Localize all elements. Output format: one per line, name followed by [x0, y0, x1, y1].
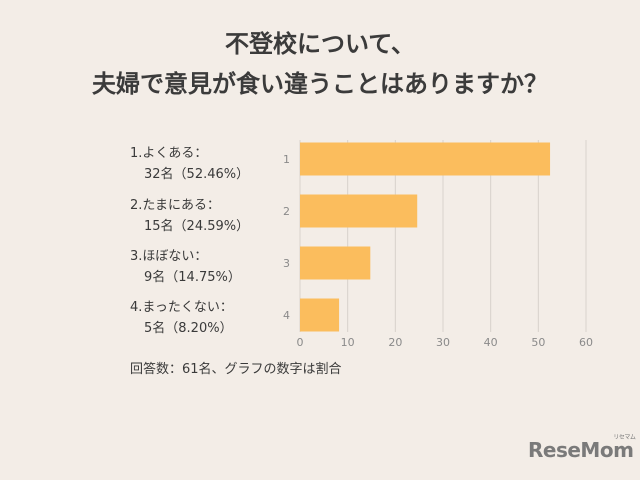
bar-1	[300, 142, 551, 176]
bar-2	[300, 194, 418, 228]
title-line-2: 夫婦で意見が食い違うことはありますか？	[92, 70, 548, 98]
category-label-4: 4.まったくない： 5名（8.20%）	[130, 297, 290, 339]
category-label-4-name: 4.まったくない：	[130, 300, 233, 315]
x-tick-label-50: 50	[531, 336, 545, 349]
category-label-3: 3.ほぼない： 9名（14.75%）	[130, 246, 290, 288]
y-tick-label-2: 2	[283, 205, 290, 218]
x-tick-label-30: 30	[436, 336, 450, 349]
category-label-3-count: 9名（14.75%）	[144, 270, 241, 285]
x-tick-label-60: 60	[579, 336, 593, 349]
category-label-1-count: 32名（52.46%）	[144, 167, 250, 182]
x-tick-label-10: 10	[341, 336, 355, 349]
resemom-logo: ReseMom リセマム	[528, 434, 636, 462]
y-tick-label-3: 3	[283, 257, 290, 270]
x-tick-labels: 0 10 20 30 40 50 60	[297, 336, 594, 349]
y-tick-label-4: 4	[283, 309, 290, 322]
x-tick-label-20: 20	[388, 336, 402, 349]
x-tick-label-0: 0	[297, 336, 304, 349]
bar-3	[300, 246, 371, 280]
category-label-2-count: 15名（24.59%）	[144, 219, 250, 234]
bars	[300, 142, 551, 332]
category-label-1: 1.よくある： 32名（52.46%）	[130, 143, 290, 185]
title-line-1: 不登校について、	[224, 30, 416, 58]
chart-title: 不登校について、 夫婦で意見が食い違うことはありますか？	[0, 24, 640, 104]
footnote: 回答数：61名、グラフの数字は割合	[130, 362, 342, 377]
category-label-4-count: 5名（8.20%）	[144, 321, 233, 336]
category-label-2: 2.たまにある： 15名（24.59%）	[130, 195, 290, 237]
category-label-3-name: 3.ほぼない：	[130, 249, 208, 264]
logo-text: ReseMom	[528, 438, 634, 462]
category-label-2-name: 2.たまにある：	[130, 198, 221, 213]
y-tick-labels: 1 2 3 4	[283, 153, 290, 322]
x-tick-label-40: 40	[484, 336, 498, 349]
logo-reading: リセマム	[613, 434, 636, 441]
bar-4	[300, 298, 340, 332]
y-tick-label-1: 1	[283, 153, 290, 166]
category-label-1-name: 1.よくある：	[130, 146, 208, 161]
